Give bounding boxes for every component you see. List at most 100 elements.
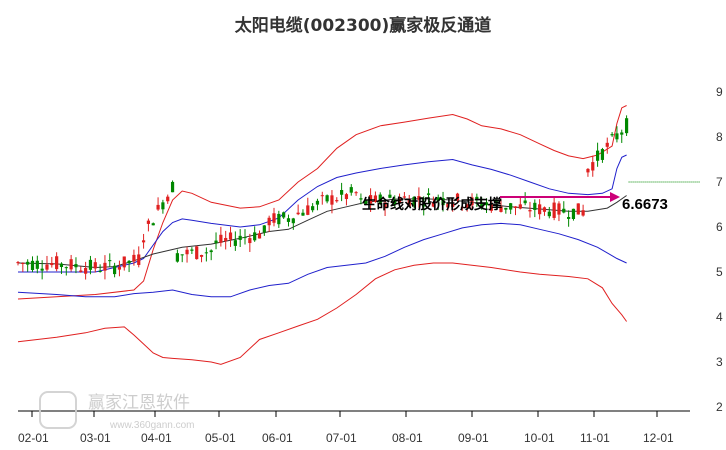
candle-body xyxy=(615,133,619,140)
candle-body xyxy=(470,197,474,206)
candle-body xyxy=(180,254,184,256)
watermark-url: www.360gann.com xyxy=(109,420,195,431)
candle-body xyxy=(84,267,88,274)
candle-body xyxy=(431,202,435,207)
candle-body xyxy=(557,203,561,215)
candle-body xyxy=(513,206,518,209)
candle-body xyxy=(523,200,527,204)
x-tick-label: 12-01 xyxy=(643,431,674,445)
candle-body xyxy=(64,267,68,269)
candle-body xyxy=(528,210,532,212)
candle-body xyxy=(538,204,542,215)
candle-body xyxy=(311,206,315,211)
candle-body xyxy=(388,194,392,198)
x-tick-label: 08-01 xyxy=(392,431,423,445)
candle-body xyxy=(175,253,179,262)
candle-body xyxy=(586,168,590,173)
candle-body xyxy=(277,213,281,225)
candle-body xyxy=(504,207,508,210)
candle-body xyxy=(407,199,411,207)
channel-line-1 xyxy=(18,154,627,273)
candle-body xyxy=(219,234,223,243)
candle-body xyxy=(151,223,155,226)
candle-body xyxy=(306,205,310,215)
candle-body xyxy=(161,202,165,210)
candle-body xyxy=(35,260,39,269)
candle-body xyxy=(576,203,580,215)
candle-body xyxy=(59,263,64,268)
candle-body xyxy=(30,260,35,271)
candle-body xyxy=(195,246,199,260)
candle-body xyxy=(484,202,489,206)
x-tick-label: 09-01 xyxy=(458,431,489,445)
candle-body xyxy=(122,256,126,268)
candle-body xyxy=(185,249,189,255)
candle-body xyxy=(325,195,329,202)
candle-body xyxy=(368,195,373,204)
candle-body xyxy=(21,263,25,265)
candle-body xyxy=(547,211,551,217)
x-tick-label: 06-01 xyxy=(262,431,293,445)
candle-body xyxy=(253,232,257,241)
y-tick-label: 9 xyxy=(716,85,723,99)
candle-body xyxy=(141,240,146,243)
candle-body xyxy=(552,202,556,218)
candle-body xyxy=(451,203,455,207)
y-tick-label: 4 xyxy=(716,310,723,324)
candle-body xyxy=(301,212,305,216)
candle-body xyxy=(74,264,78,268)
candle-body xyxy=(417,196,421,200)
y-tick-label: 5 xyxy=(716,265,723,279)
candle-body xyxy=(591,162,595,171)
candle-body xyxy=(441,198,445,206)
annotation-value: 6.6673 xyxy=(622,196,668,213)
candle-body xyxy=(243,237,247,239)
candle-body xyxy=(267,217,271,226)
watermark-text: 赢家江恩软件 xyxy=(88,393,190,413)
candle-body xyxy=(624,118,629,134)
candle-body xyxy=(26,261,30,265)
candle-body xyxy=(272,213,276,223)
candle-body xyxy=(228,232,233,240)
channel-line-0 xyxy=(17,105,627,300)
annotation: 生命线对股价形成支撑 6.6673 xyxy=(362,191,668,213)
candle-body xyxy=(132,254,136,262)
candle-body xyxy=(330,195,334,205)
candle-body xyxy=(170,181,175,193)
candle-body xyxy=(248,238,252,244)
candle-body xyxy=(364,200,368,205)
candle-body xyxy=(137,254,141,265)
candle-body xyxy=(475,196,479,201)
candle-body xyxy=(509,203,513,210)
candle-body xyxy=(393,199,397,205)
candle-body xyxy=(422,203,426,207)
candle-body xyxy=(436,197,440,202)
x-axis: 02-01 03-01 04-01 05-01 06-01 07-01 08-01 09-01… xyxy=(18,410,690,445)
candle-body xyxy=(571,208,576,220)
candle-body xyxy=(402,196,406,198)
candle-body xyxy=(383,202,387,208)
candle-body xyxy=(55,256,59,270)
annotation-arrow-head xyxy=(610,191,620,202)
x-tick-label: 03-01 xyxy=(80,431,111,445)
candle-body xyxy=(291,218,295,224)
candle-body xyxy=(40,268,44,271)
candle-body xyxy=(50,262,54,266)
candle-body xyxy=(98,270,102,272)
candle-body xyxy=(146,220,151,224)
candle-body xyxy=(93,262,97,269)
candle-body xyxy=(286,218,291,222)
candle-body xyxy=(156,204,160,210)
candle-body xyxy=(262,225,266,233)
candle-body xyxy=(315,200,320,205)
candle-body xyxy=(209,250,213,253)
candle-body xyxy=(397,198,402,204)
candle-body xyxy=(166,196,170,202)
y-tick-label: 8 xyxy=(716,130,723,144)
candle-body xyxy=(605,142,609,147)
watermark: 赢家江恩软件 www.360gann.com xyxy=(39,391,195,431)
candle-body xyxy=(340,190,344,195)
candle-body xyxy=(190,249,194,251)
candle-body xyxy=(518,204,522,209)
